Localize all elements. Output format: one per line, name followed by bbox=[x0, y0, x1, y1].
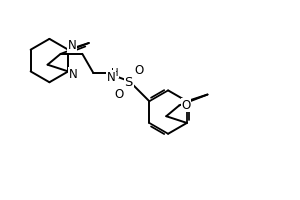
Text: N: N bbox=[69, 68, 77, 81]
Text: N: N bbox=[68, 39, 76, 52]
Text: N: N bbox=[106, 71, 115, 84]
Text: O: O bbox=[182, 99, 191, 112]
Text: O: O bbox=[114, 88, 123, 101]
Text: H: H bbox=[111, 68, 118, 78]
Text: O: O bbox=[134, 64, 143, 77]
Text: S: S bbox=[124, 76, 133, 89]
